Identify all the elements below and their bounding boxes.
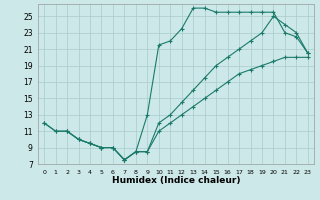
X-axis label: Humidex (Indice chaleur): Humidex (Indice chaleur)	[112, 176, 240, 185]
